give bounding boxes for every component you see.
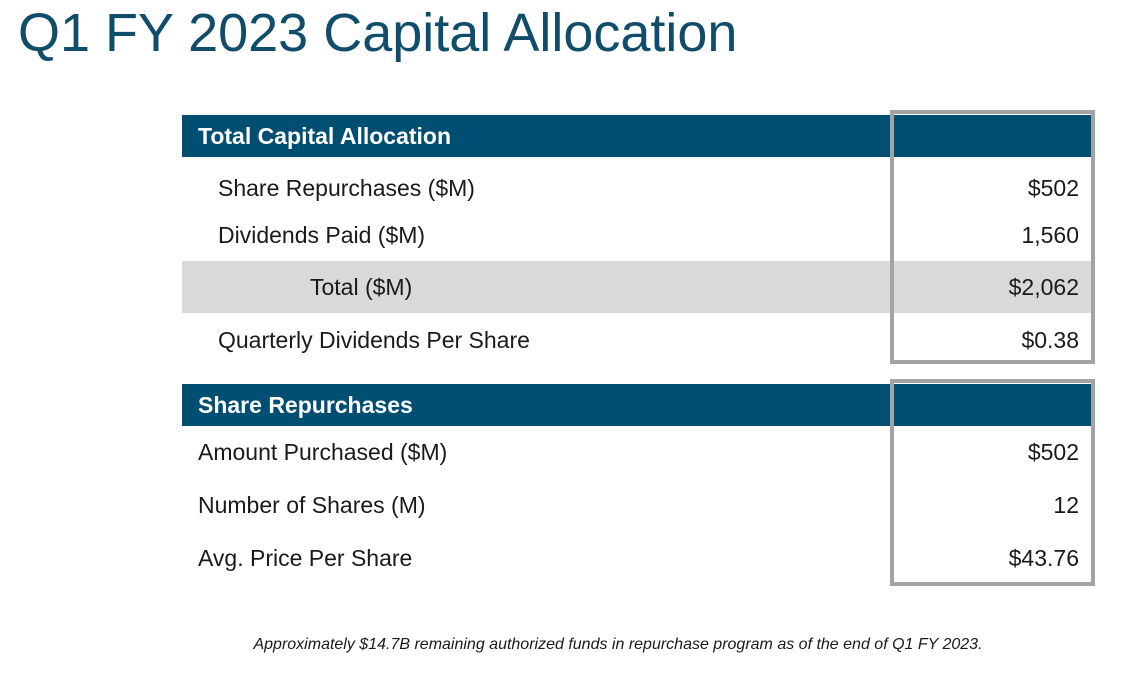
row-value: $2,062 [1008,274,1079,300]
row-label: Amount Purchased ($M) [198,439,448,465]
footnote-text: Approximately $14.7B remaining authorize… [253,636,983,653]
row-value: 12 [1053,492,1079,518]
table-row-dividends-paid: Dividends Paid ($M) 1,560 [182,209,1095,261]
table-row-share-repurchases: Share Repurchases ($M) $502 [182,162,1095,214]
table-row-number-of-shares: Number of Shares (M) 12 [182,479,1095,531]
table-row-amount-purchased: Amount Purchased ($M) $502 [182,426,1095,478]
total-capital-allocation-header: Total Capital Allocation [182,115,1095,157]
row-label: Quarterly Dividends Per Share [218,327,530,353]
row-label: Number of Shares (M) [198,492,426,518]
table-row-total: Total ($M) $2,062 [182,261,1095,313]
row-label: Dividends Paid ($M) [218,222,426,248]
share-repurchases-header: Share Repurchases [182,384,1095,426]
row-value: $0.38 [1021,327,1079,353]
table-row-avg-price-per-share: Avg. Price Per Share $43.76 [182,532,1095,584]
row-label: Avg. Price Per Share [198,545,413,571]
row-value: 1,560 [1021,222,1079,248]
row-label: Total ($M) [310,274,413,300]
row-value: $502 [1027,175,1079,201]
footnote: Approximately $14.7B remaining authorize… [0,636,1144,654]
table-row-quarterly-dividends-per-share: Quarterly Dividends Per Share $0.38 [182,314,1095,366]
row-value: $43.76 [1008,545,1079,571]
row-value: $502 [1027,439,1079,465]
page-title: Q1 FY 2023 Capital Allocation [18,3,738,63]
row-label: Share Repurchases ($M) [218,175,475,201]
